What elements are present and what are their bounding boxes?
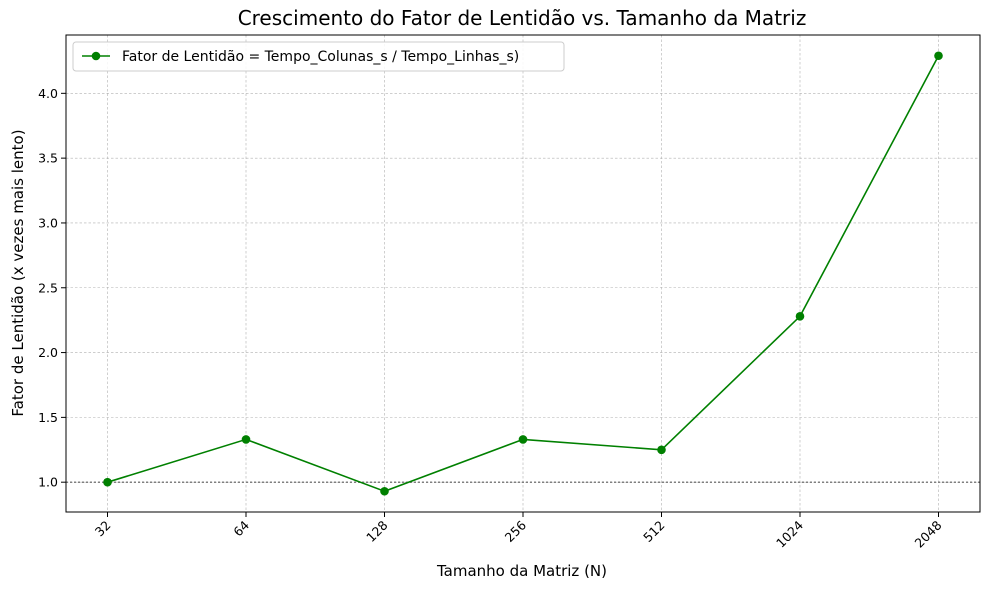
- data-point: [934, 51, 943, 61]
- x-axis-label: Tamanho da Matriz (N): [436, 562, 607, 580]
- legend-box: [72, 41, 565, 72]
- x-tick-label: 128: [363, 517, 391, 545]
- y-tick-label: 4.0: [38, 86, 58, 101]
- x-tick-label: 64: [230, 517, 252, 539]
- data-point: [380, 486, 389, 496]
- y-tick-label: 3.0: [38, 215, 58, 230]
- data-point: [795, 311, 805, 321]
- series-group: [103, 51, 943, 496]
- chart-title: Crescimento do Fator de Lentidão vs. Tam…: [238, 6, 807, 30]
- grid: [66, 35, 980, 512]
- y-tick-label: 2.5: [38, 280, 58, 295]
- y-axis-label: Fator de Lentidão (x vezes mais lento): [9, 129, 27, 416]
- x-tick-label: 256: [502, 517, 530, 545]
- data-point: [657, 445, 666, 455]
- x-axis: 32 64 128 256 512 1024 2048: [92, 512, 945, 551]
- legend-marker-swatch: [91, 51, 101, 61]
- y-axis: 1.0 1.5 2.0 2.5 3.0 3.5 4.0: [38, 86, 66, 490]
- y-tick-label: 2.0: [38, 345, 58, 360]
- x-tick-label: 2048: [912, 517, 945, 550]
- legend-label: Fator de Lentidão = Tempo_Colunas_s / Te…: [122, 49, 519, 65]
- x-tick-label: 1024: [773, 517, 806, 550]
- y-tick-label: 1.0: [38, 475, 58, 490]
- legend: Fator de Lentidão = Tempo_Colunas_s / Te…: [72, 41, 565, 72]
- data-point: [518, 435, 528, 444]
- x-tick-label: 512: [640, 518, 667, 545]
- data-point: [103, 477, 112, 487]
- y-tick-label: 3.5: [38, 151, 58, 166]
- x-tick-label: 32: [92, 518, 114, 540]
- y-tick-label: 1.5: [38, 410, 58, 425]
- data-point: [241, 435, 251, 444]
